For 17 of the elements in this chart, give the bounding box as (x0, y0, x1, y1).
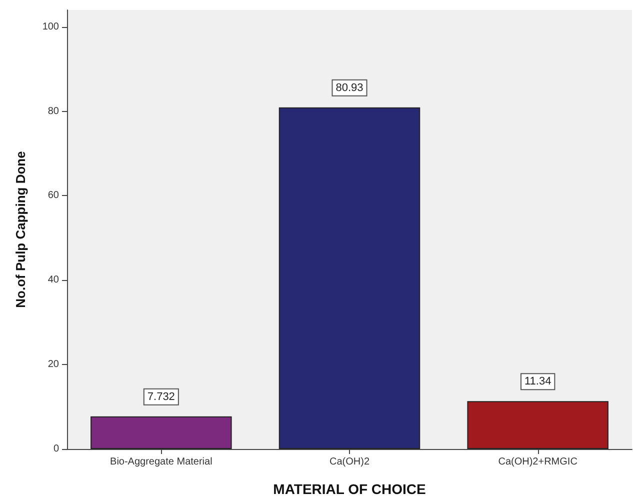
data-label: 11.34 (524, 376, 552, 388)
bar (278, 107, 420, 449)
y-tick-label: 20 (48, 359, 60, 370)
x-tick-label: Ca(OH)2 (329, 456, 370, 468)
x-tick-label: Ca(OH)2+RMGIC (498, 456, 578, 468)
y-tick-label: 80 (48, 106, 60, 117)
y-tick-label: 100 (42, 21, 60, 32)
data-label: 80.93 (336, 82, 364, 94)
y-tick-label: 0 (53, 444, 60, 454)
bar (467, 401, 608, 449)
y-tick-label: 60 (48, 190, 60, 202)
x-axis-title: MATERIAL OF CHOICE (273, 481, 426, 497)
bar (90, 416, 232, 449)
data-label: 7.732 (147, 390, 175, 403)
x-tick-label: Bio-Aggregate Material (110, 456, 212, 468)
y-axis-title: No.of Pulp Capping Done (13, 151, 28, 308)
y-tick-label: 40 (48, 274, 60, 286)
